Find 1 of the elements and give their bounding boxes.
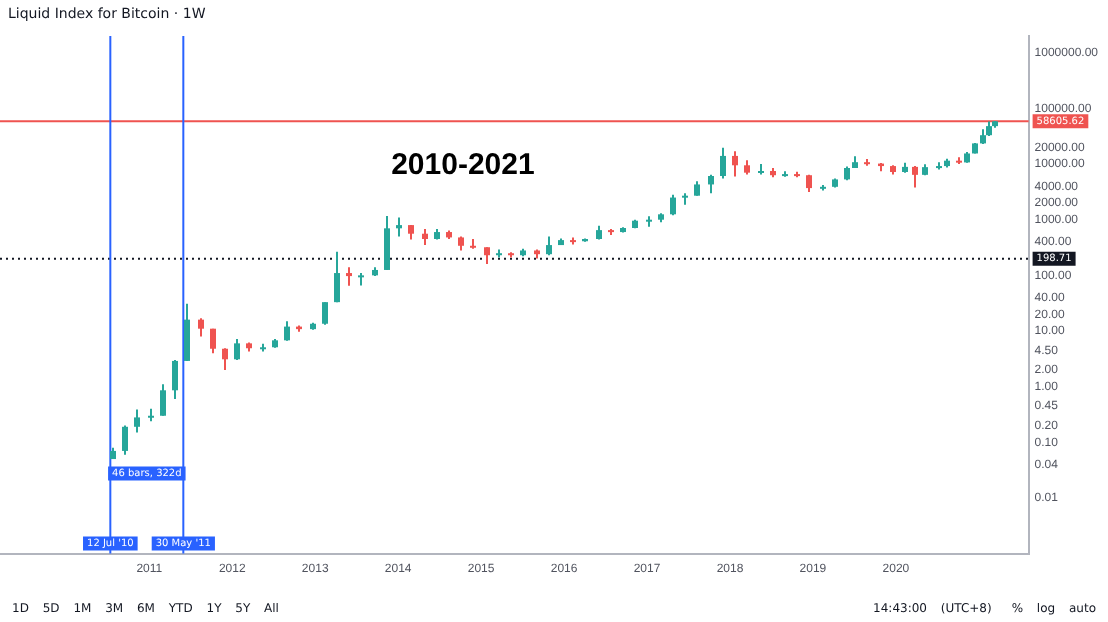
- text: 2010-2021: [391, 148, 535, 183]
